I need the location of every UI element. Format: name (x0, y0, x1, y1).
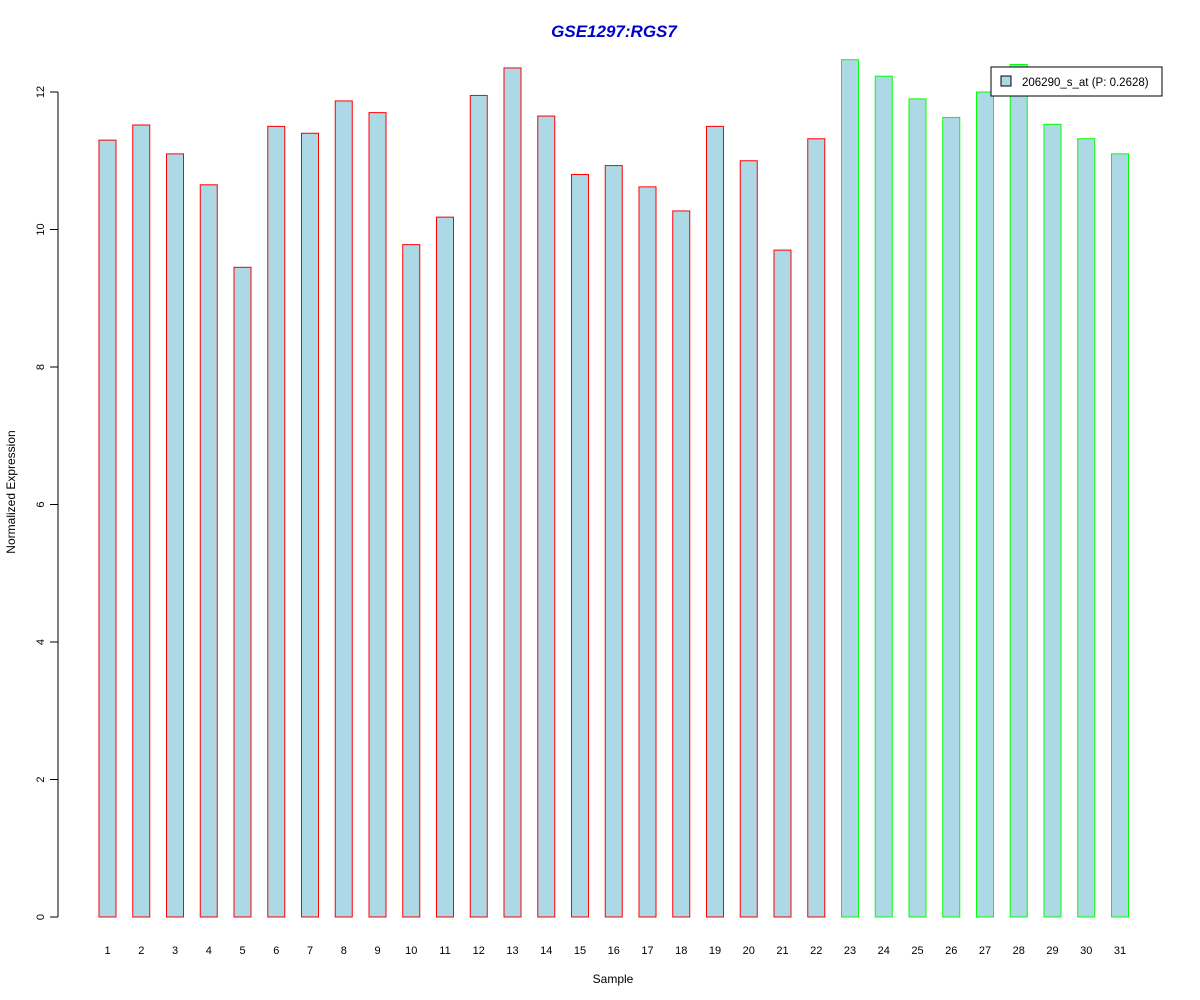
bar-sample-31 (1111, 153, 1129, 918)
bar-sample-12 (469, 94, 488, 918)
bar-sample-28 (1009, 64, 1028, 918)
x-tick-label: 24 (878, 945, 890, 957)
y-axis: 0 2 4 6 8 10 12 (35, 86, 59, 920)
x-tick-label: 16 (608, 945, 620, 957)
x-tick-label: 21 (776, 945, 788, 957)
x-tick-label: 15 (574, 945, 586, 957)
x-tick-label: 22 (810, 945, 822, 957)
legend: 206290_s_at (P: 0.2628) (990, 66, 1163, 97)
x-tick-label: 31 (1114, 945, 1126, 957)
x-tick-label: 26 (945, 945, 957, 957)
x-tick-label: 11 (439, 945, 450, 957)
x-tick-label: 13 (506, 945, 518, 957)
bar-sample-11 (436, 216, 454, 918)
x-tick-label: 28 (1013, 945, 1025, 957)
chart-title: GSE1297:RGS7 (551, 22, 678, 41)
legend-box (990, 66, 1163, 97)
x-tick-label: 19 (709, 945, 721, 957)
legend-swatch (1000, 75, 1012, 87)
bar-sample-17 (638, 186, 657, 918)
x-tick-label: 8 (341, 945, 347, 957)
y-tick-label: 2 (35, 776, 47, 782)
bar-sample-16 (604, 165, 623, 918)
x-tick-label: 30 (1080, 945, 1092, 957)
bar-sample-6 (267, 125, 286, 918)
x-tick-label: 29 (1046, 945, 1058, 957)
bar-sample-30 (1077, 138, 1096, 918)
x-tick-label: 17 (641, 945, 653, 957)
x-tick-label: 18 (675, 945, 687, 957)
x-tick-label: 25 (911, 945, 923, 957)
x-tick-label: 3 (172, 945, 178, 957)
y-tick-label: 12 (35, 86, 47, 98)
bar-sample-4 (199, 184, 218, 918)
y-tick-label: 0 (35, 914, 47, 920)
bar-sample-15 (571, 174, 589, 918)
bar-sample-24 (874, 75, 893, 918)
y-tick-label: 4 (35, 639, 47, 645)
y-axis-title: Normalized Expression (4, 430, 18, 553)
bar-sample-14 (537, 115, 556, 918)
bar-sample-10 (402, 244, 421, 918)
x-tick-label: 4 (206, 945, 212, 957)
y-tick-label: 6 (35, 501, 47, 507)
bar-sample-19 (706, 125, 724, 918)
bar-sample-13 (503, 67, 522, 918)
x-axis-title: Sample (593, 972, 634, 986)
bar-sample-7 (301, 132, 319, 918)
x-tick-label: 27 (979, 945, 991, 957)
bar-sample-5 (233, 266, 252, 918)
x-tick-label: 6 (273, 945, 279, 957)
x-tick-label: 12 (473, 945, 485, 957)
bar-sample-26 (942, 116, 961, 918)
y-tick-label: 10 (35, 223, 47, 235)
x-tick-label: 23 (844, 945, 856, 957)
bar-series (98, 59, 1129, 918)
bar-sample-1 (98, 139, 117, 918)
x-tick-label: 7 (307, 945, 313, 957)
bar-sample-8 (334, 100, 353, 918)
x-tick-label: 5 (239, 945, 245, 957)
bar-sample-22 (807, 138, 826, 918)
x-axis-tick-labels: 1 2 3 4 5 6 7 8 9 10 11 12 13 14 15 16 17 18 19 20 21 22 23 24 2… (104, 945, 1126, 957)
bar-sample-9 (368, 112, 387, 918)
y-tick-label: 8 (35, 364, 47, 370)
legend-label: 206290_s_at (P: 0.2628) (1022, 77, 1149, 89)
bar-sample-29 (1043, 123, 1062, 918)
bar-sample-3 (166, 153, 184, 918)
bar-sample-27 (976, 91, 994, 918)
bar-sample-21 (773, 249, 792, 918)
bar-sample-23 (841, 59, 859, 918)
bar-sample-25 (908, 98, 927, 918)
bar-sample-2 (132, 124, 151, 918)
x-tick-label: 9 (374, 945, 380, 957)
bar-sample-20 (739, 160, 758, 918)
x-tick-label: 10 (405, 945, 417, 957)
bar-sample-18 (672, 210, 691, 918)
x-tick-label: 20 (743, 945, 755, 957)
x-tick-label: 14 (540, 945, 552, 957)
x-tick-label: 2 (138, 945, 144, 957)
x-tick-label: 1 (104, 945, 110, 957)
